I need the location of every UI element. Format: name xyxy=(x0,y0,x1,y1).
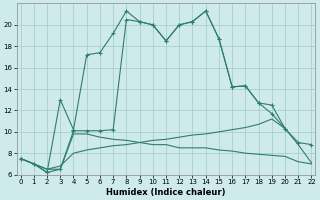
X-axis label: Humidex (Indice chaleur): Humidex (Indice chaleur) xyxy=(106,188,226,197)
